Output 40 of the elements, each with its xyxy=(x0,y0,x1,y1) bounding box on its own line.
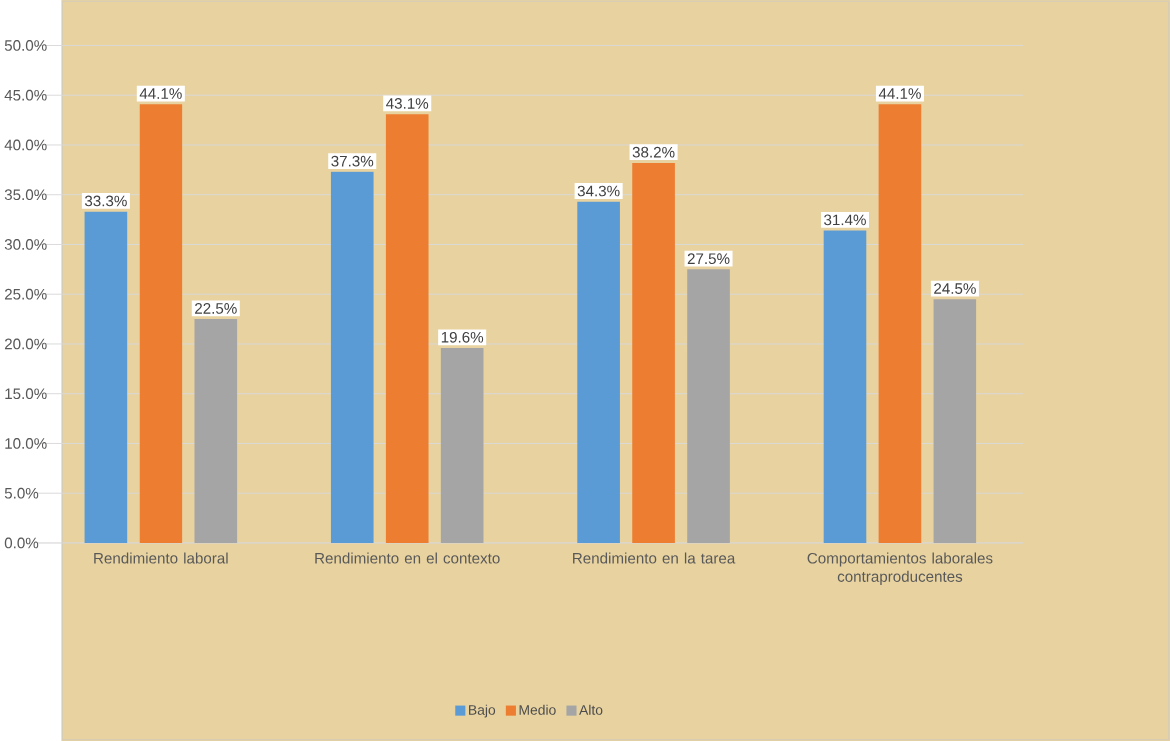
data-label: 31.4% xyxy=(824,214,866,226)
data-label: 34.3% xyxy=(577,185,620,197)
data-label: 44.1% xyxy=(139,88,182,99)
bar xyxy=(878,104,922,543)
bar xyxy=(139,104,183,543)
bar xyxy=(385,114,429,543)
bar xyxy=(330,171,374,543)
y-tick-label: 5.0% xyxy=(4,487,39,499)
legend-label: Medio xyxy=(519,704,556,715)
y-tick-label: 10.0% xyxy=(5,438,47,449)
data-label: 44.1% xyxy=(878,88,921,99)
legend-label: Alto xyxy=(579,704,603,715)
data-label: 33.3% xyxy=(84,195,127,207)
data-label: 22.5% xyxy=(195,303,237,314)
bar xyxy=(687,269,730,543)
data-label: 24.5% xyxy=(934,283,976,294)
x-tick-label: Rendimiento en la tarea xyxy=(573,552,736,564)
data-label: 38.2% xyxy=(632,146,675,158)
y-tick-label: 15.0% xyxy=(5,388,47,400)
data-label: 27.5% xyxy=(687,253,730,265)
bar xyxy=(577,201,620,543)
bar xyxy=(632,162,675,543)
y-tick-label: 35.0% xyxy=(4,189,47,201)
bar xyxy=(84,211,128,543)
data-label: 19.6% xyxy=(441,331,484,343)
data-label: 43.1% xyxy=(386,98,429,109)
y-tick-label: 30.0% xyxy=(4,239,47,250)
x-tick-label: Rendimiento laboral xyxy=(94,552,228,564)
bar xyxy=(823,230,867,543)
x-tick-label: Rendimiento en el contexto xyxy=(315,552,500,564)
y-tick-label: 25.0% xyxy=(4,288,47,300)
x-tick-label: Comportamientos laborales contraproducentes xyxy=(807,552,993,585)
legend-label: Bajo xyxy=(469,704,496,718)
y-tick-label: 0.0% xyxy=(4,537,39,549)
data-label: 37.3% xyxy=(331,155,374,167)
y-tick-label: 45.0% xyxy=(4,89,47,101)
y-tick-label: 40.0% xyxy=(4,139,47,151)
y-tick-label: 20.0% xyxy=(4,338,47,350)
bar xyxy=(440,347,484,543)
y-tick-label: 50.0% xyxy=(4,40,47,51)
